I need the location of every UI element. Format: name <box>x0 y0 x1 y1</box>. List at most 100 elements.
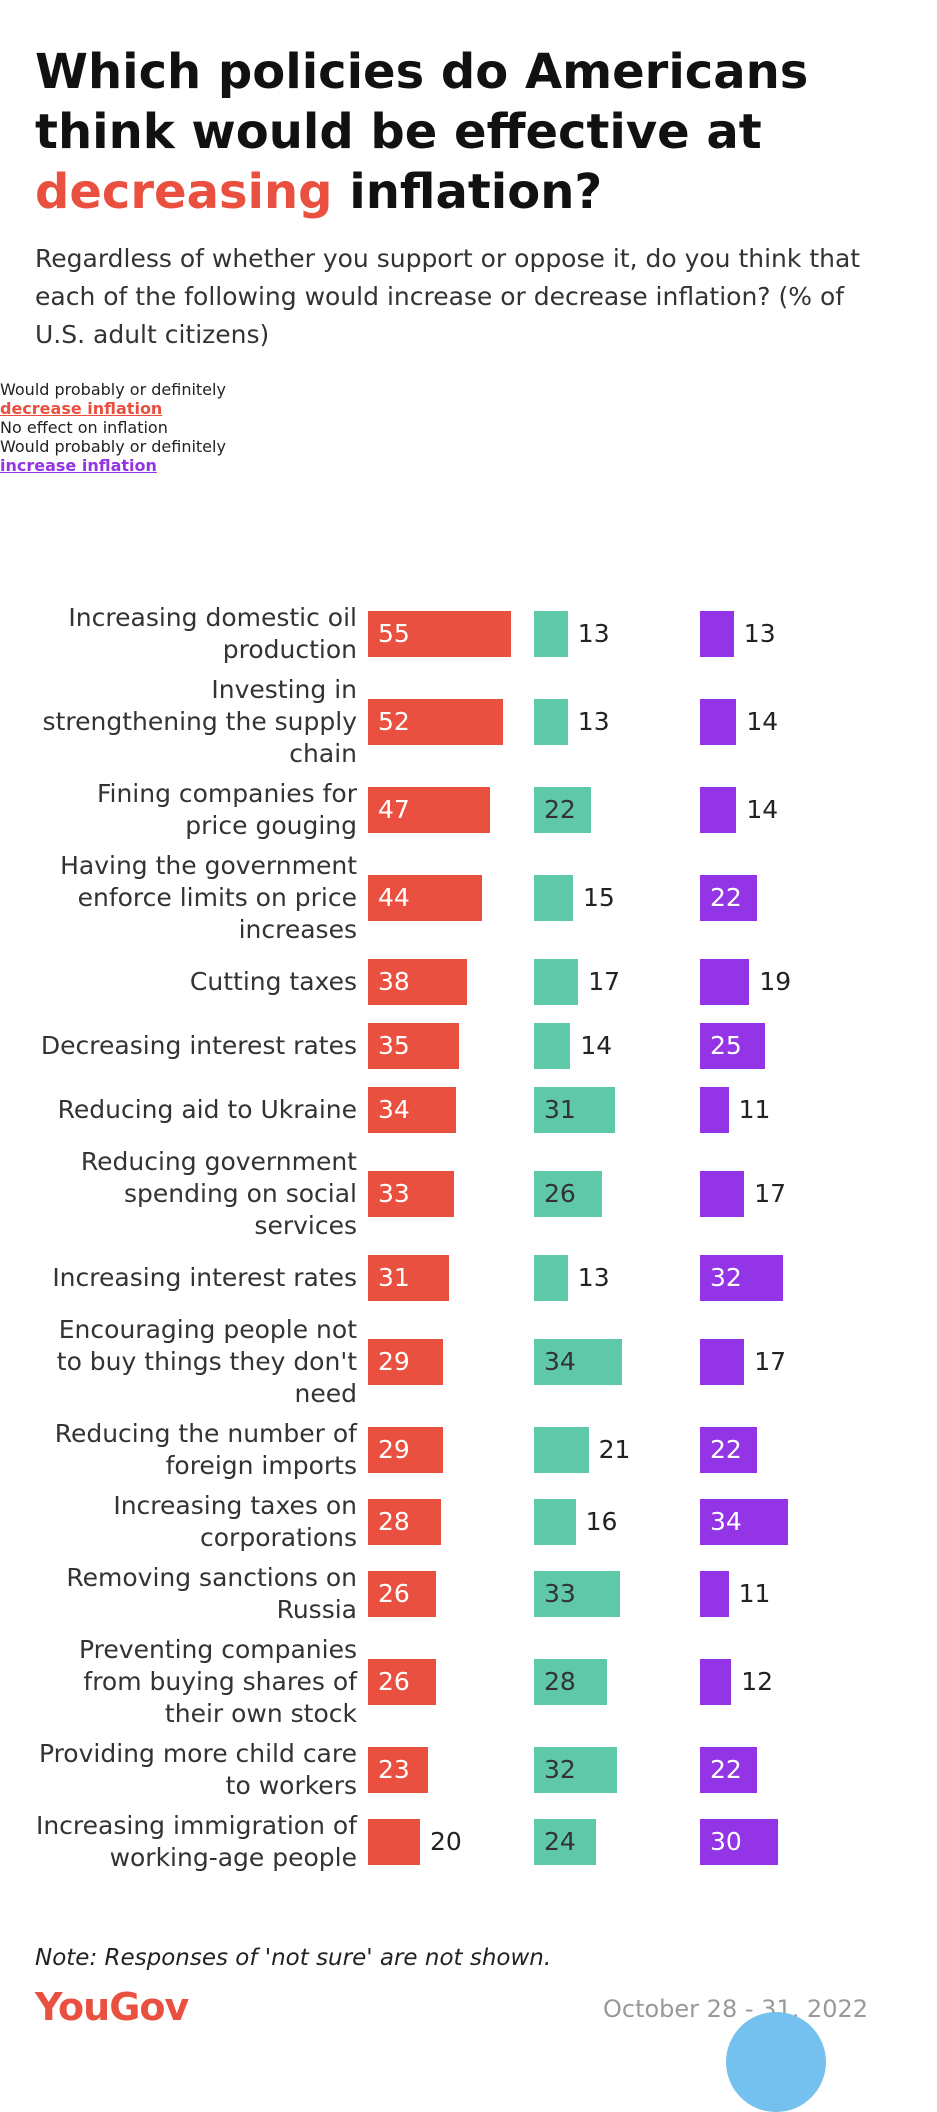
column-header-text: Would probably or definitely <box>0 380 226 399</box>
bar <box>368 1427 444 1473</box>
bar <box>534 1255 568 1301</box>
title-part: inflation? <box>332 164 603 220</box>
value-label: 26 <box>544 1179 576 1208</box>
bar <box>700 875 758 921</box>
value-label: 22 <box>544 795 576 824</box>
category-label: Encouraging people not to buy things the… <box>56 1315 357 1408</box>
value-label: 26 <box>378 1579 410 1608</box>
row: Increasing interest rates 31 13 32 <box>0 1246 937 1310</box>
value-label: 14 <box>746 707 779 736</box>
bar <box>368 1087 457 1133</box>
value-label: 17 <box>754 1347 786 1376</box>
value-label: 15 <box>583 883 615 912</box>
logo: YouGov <box>35 1985 189 2029</box>
row: Preventing companies from buying shares … <box>0 1630 937 1734</box>
bar <box>368 1747 428 1793</box>
value-label: 22 <box>710 1435 742 1464</box>
page: Which policies do Americans think would … <box>0 42 937 2112</box>
row: Investing in strengthening the supply ch… <box>0 670 937 774</box>
value-label: 14 <box>746 795 779 824</box>
bar <box>700 1339 745 1385</box>
value-label: 28 <box>378 1507 410 1536</box>
rows: Increasing domestic oil production 55 13 13… <box>0 598 937 1878</box>
row: Removing sanctions on Russia 26 33 11 <box>0 1558 937 1630</box>
row: Increasing domestic oil production 55 13 13 <box>0 598 937 670</box>
value-label: 25 <box>710 1031 742 1060</box>
value-label: 33 <box>544 1579 576 1608</box>
category-label: Increasing taxes on corporations <box>113 1491 357 1552</box>
column-header: Would probably or definitely increase inf… <box>0 437 937 475</box>
chart: Increasing domestic oil production 55 13 13… <box>0 380 937 1872</box>
row: Increasing taxes on corporations 28 16 34 <box>0 1486 937 1558</box>
value-label: 16 <box>585 1507 618 1536</box>
bar <box>700 1747 758 1793</box>
category-label: Increasing interest rates <box>52 1263 357 1292</box>
value-label: 19 <box>759 967 792 996</box>
value-label: 22 <box>710 883 742 912</box>
value-label: 11 <box>738 1095 771 1124</box>
value-label: 21 <box>598 1435 631 1464</box>
date: October 28 - 31, 2022 <box>603 1995 869 2023</box>
bar <box>534 1747 618 1793</box>
bar <box>700 611 734 657</box>
bar <box>700 1571 729 1617</box>
value-label: 34 <box>378 1095 410 1124</box>
bar <box>700 1819 778 1865</box>
bar <box>368 1023 459 1069</box>
title-part: decreasing <box>35 164 333 220</box>
column-header: Would probably or definitely decrease inf… <box>0 380 937 418</box>
value-label: 35 <box>378 1031 410 1060</box>
category-label: Having the government enforce limits on … <box>60 851 357 944</box>
bar <box>534 1571 620 1617</box>
bar <box>700 699 737 745</box>
value-label: 14 <box>580 1031 613 1060</box>
bar <box>368 611 511 657</box>
value-label: 47 <box>378 795 410 824</box>
category-label: Investing in strengthening the supply ch… <box>42 675 357 768</box>
chart-title: Which policies do Americans think would … <box>35 42 895 222</box>
bar <box>700 1499 789 1545</box>
category-label: Reducing aid to Ukraine <box>57 1095 357 1124</box>
bar <box>368 1659 436 1705</box>
value-label: 13 <box>577 619 610 648</box>
value-label: 23 <box>378 1755 410 1784</box>
bar <box>368 875 483 921</box>
column-header-emphasis: increase inflation <box>0 456 157 475</box>
value-label: 32 <box>544 1755 576 1784</box>
bar <box>700 1087 729 1133</box>
value-label: 33 <box>378 1179 410 1208</box>
bar <box>534 1659 607 1705</box>
value-label: 13 <box>743 619 776 648</box>
value-label: 20 <box>430 1827 462 1856</box>
bar <box>700 1023 765 1069</box>
value-label: 29 <box>378 1435 410 1464</box>
category-label: Increasing domestic oil production <box>68 603 357 664</box>
value-label: 34 <box>544 1347 576 1376</box>
value-label: 29 <box>378 1347 410 1376</box>
row: Providing more child care to workers 23 32… <box>0 1734 937 1806</box>
bar <box>700 1427 758 1473</box>
category-label: Preventing companies from buying shares … <box>79 1635 357 1728</box>
bar <box>368 1171 454 1217</box>
bar <box>700 1255 784 1301</box>
bar <box>700 1659 732 1705</box>
value-label: 31 <box>378 1263 410 1292</box>
column-header-emphasis: decrease inflation <box>0 399 163 418</box>
row: Decreasing interest rates 35 14 25 <box>0 1014 937 1078</box>
title-part: Which policies do Americans think would … <box>35 44 809 160</box>
row: Having the government enforce limits on … <box>0 846 937 950</box>
row: Fining companies for price gouging 47 22 14 <box>0 774 937 846</box>
value-label: 22 <box>710 1755 742 1784</box>
bar <box>534 611 568 657</box>
bar <box>534 1819 597 1865</box>
bar <box>534 1171 602 1217</box>
value-label: 32 <box>710 1263 742 1292</box>
row: Encouraging people not to buy things the… <box>0 1310 937 1414</box>
row: Reducing the number of foreign imports 29… <box>0 1414 937 1486</box>
category-label: Fining companies for price gouging <box>96 779 357 840</box>
bar <box>368 787 491 833</box>
bar <box>368 1255 449 1301</box>
category-label: Increasing immigration of working-age pe… <box>35 1811 357 1872</box>
row: Cutting taxes 38 17 19 <box>0 950 937 1014</box>
value-label: 11 <box>738 1579 771 1608</box>
